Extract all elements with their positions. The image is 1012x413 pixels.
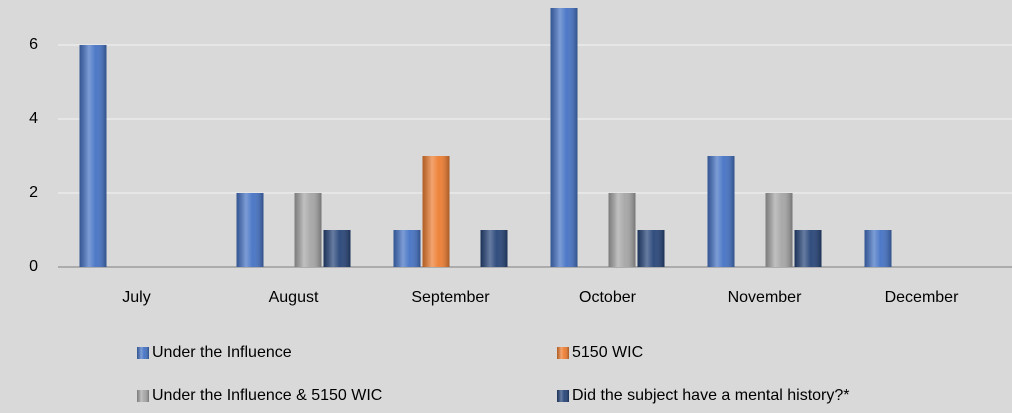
x-tick-label: September xyxy=(411,289,490,306)
bar-shine xyxy=(393,230,421,267)
bar-shine xyxy=(323,230,351,267)
bar-shine xyxy=(294,193,322,267)
legend-swatch-shine xyxy=(137,390,149,402)
bar-shine xyxy=(637,230,665,267)
bar-shine xyxy=(608,193,636,267)
y-tick-label: 2 xyxy=(29,184,38,201)
bar-shine xyxy=(79,45,107,267)
bar-shine xyxy=(550,8,578,267)
legend-label: Under the Influence xyxy=(152,344,292,361)
bar-shine xyxy=(480,230,508,267)
x-tick-label: August xyxy=(269,289,319,306)
legend-swatch-shine xyxy=(557,347,569,359)
legend-swatch-shine xyxy=(557,390,569,402)
bar-shine xyxy=(422,156,450,267)
x-tick-label: July xyxy=(122,289,150,306)
x-tick-label: December xyxy=(885,289,959,306)
y-tick-label: 6 xyxy=(29,36,38,53)
bar-shine xyxy=(707,156,735,267)
bar-shine xyxy=(765,193,793,267)
legend-label: 5150 WIC xyxy=(572,344,643,361)
bar-shine xyxy=(794,230,822,267)
y-tick-label: 0 xyxy=(29,258,38,275)
y-tick-label: 4 xyxy=(29,110,38,127)
bar-shine xyxy=(864,230,892,267)
x-tick-label: October xyxy=(579,289,637,306)
legend-swatch-shine xyxy=(137,347,149,359)
bar-shine xyxy=(236,193,264,267)
legend-label: Under the Influence & 5150 WIC xyxy=(152,387,382,404)
x-tick-label: November xyxy=(728,289,802,306)
legend-label: Did the subject have a mental history?* xyxy=(572,387,849,404)
